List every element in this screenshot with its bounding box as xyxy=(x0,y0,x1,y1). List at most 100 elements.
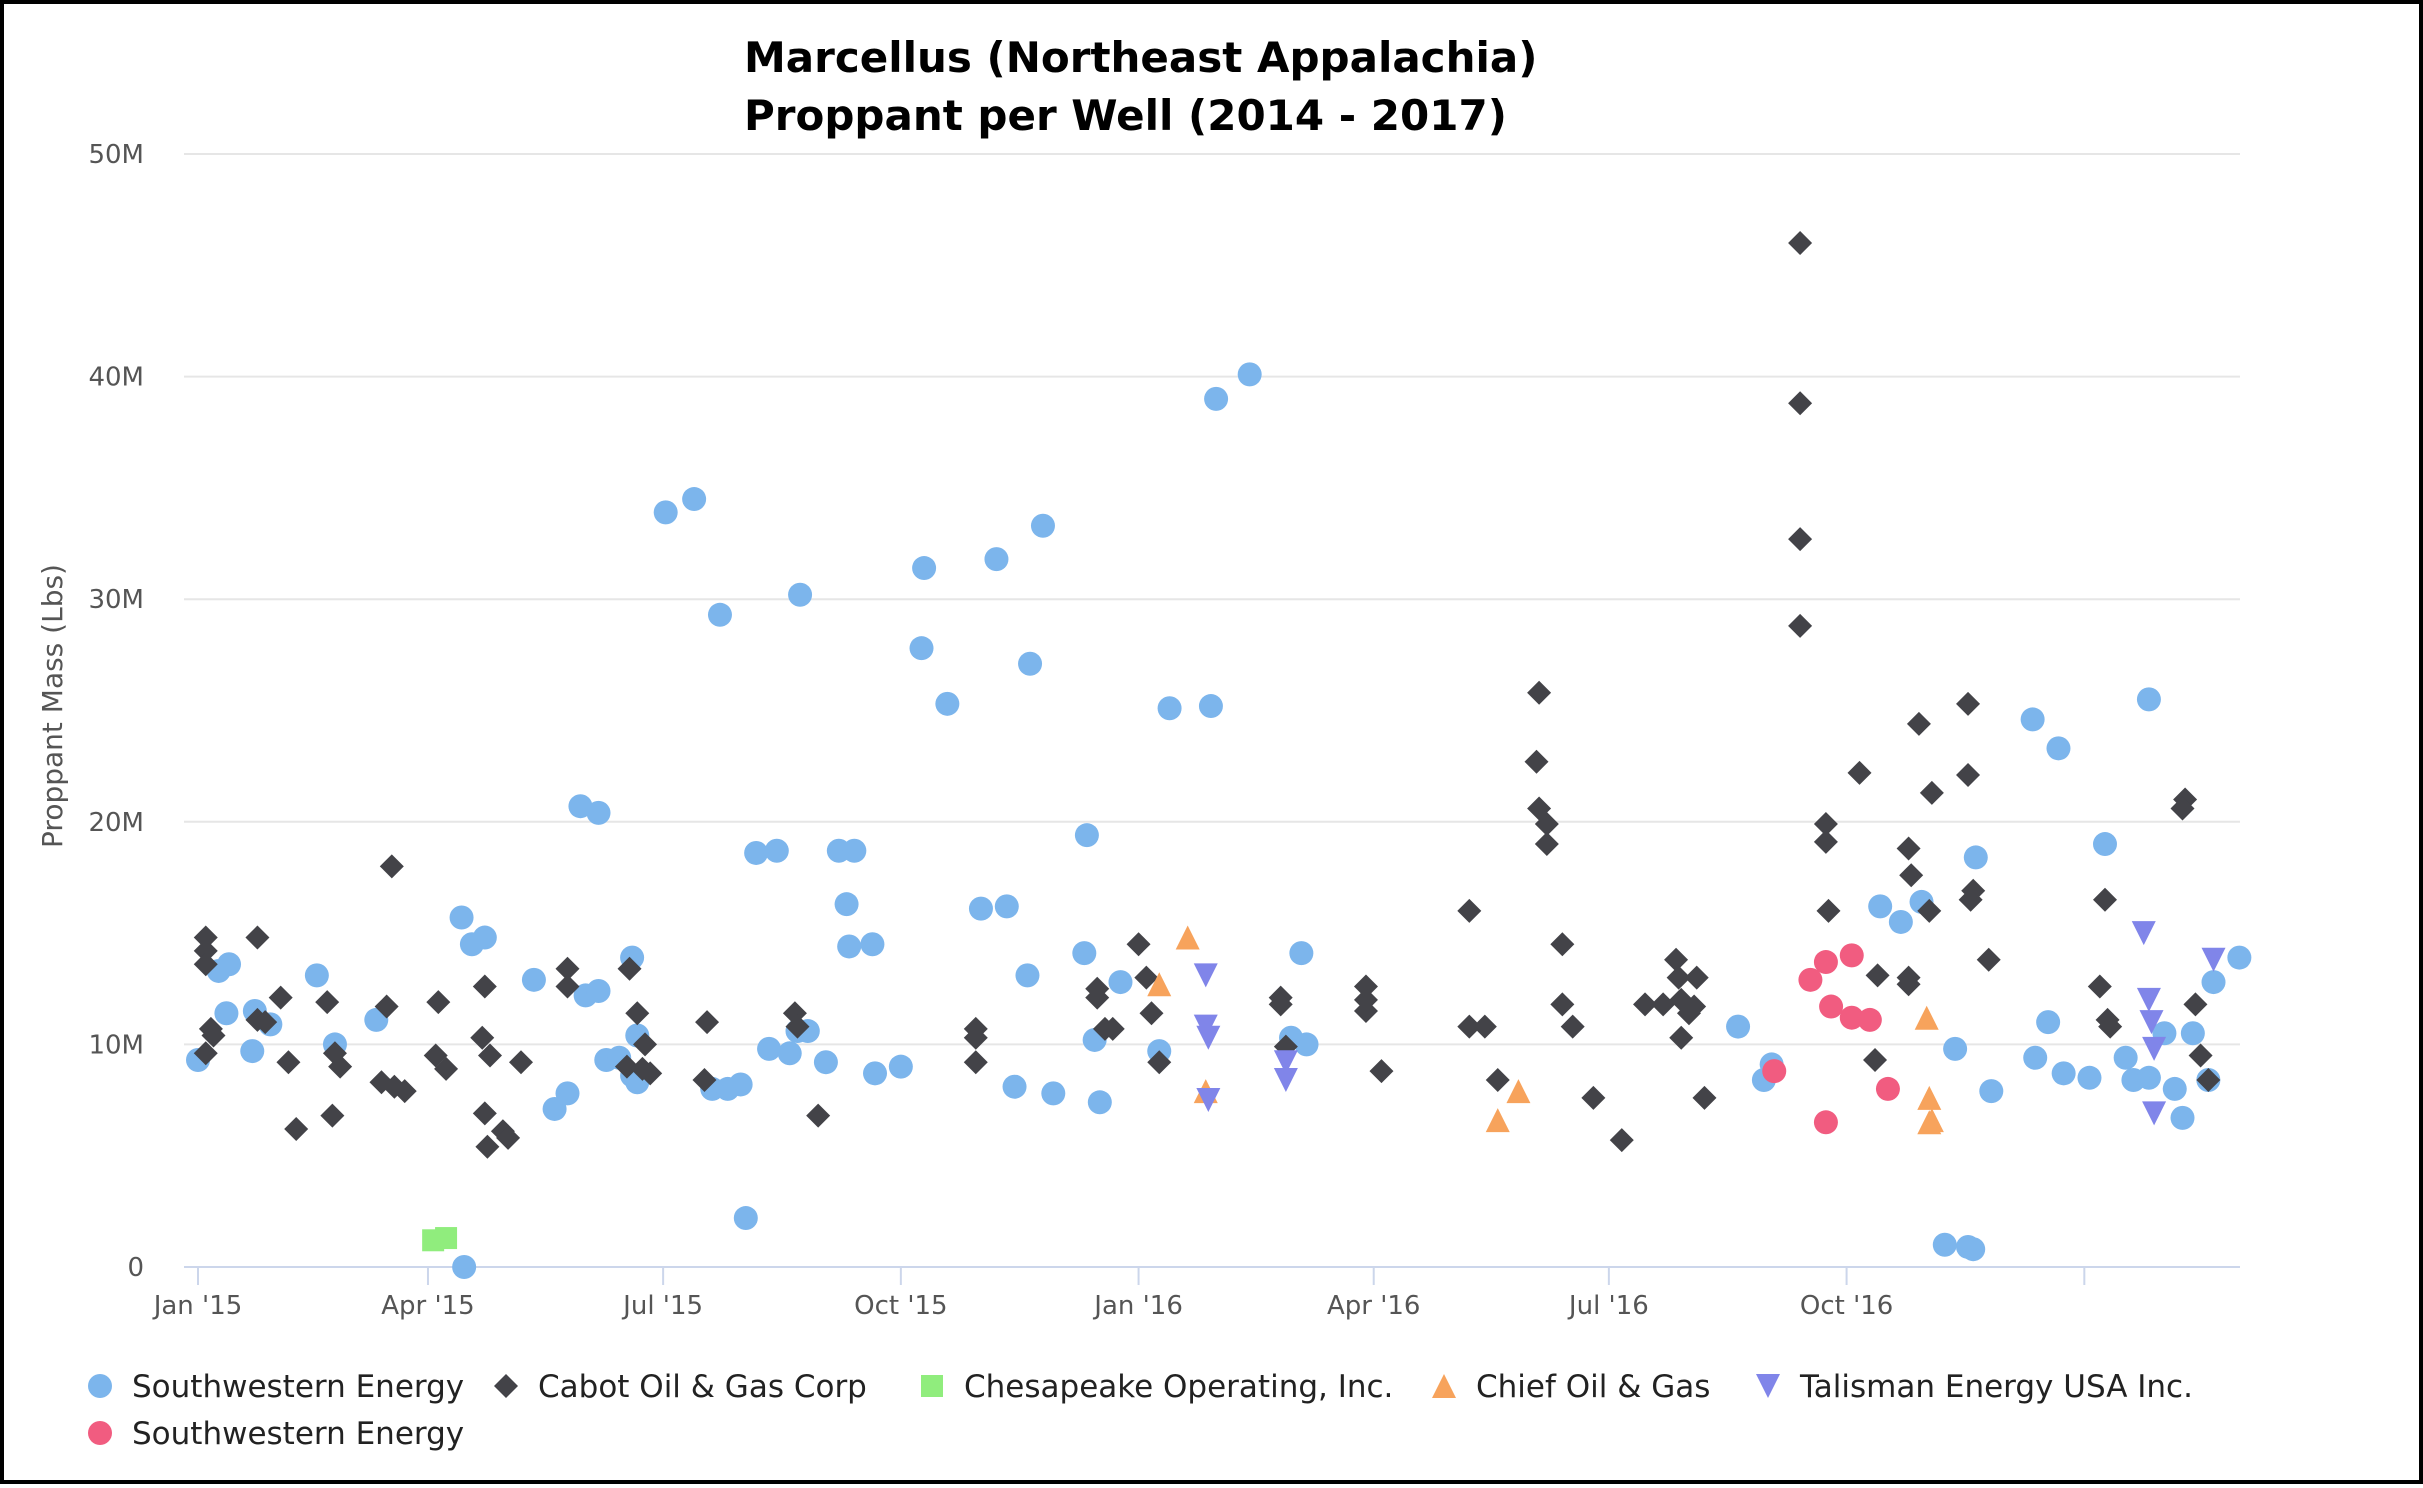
data-point xyxy=(1147,972,1172,997)
data-point xyxy=(1839,943,1864,968)
data-point xyxy=(2170,796,2195,821)
data-point xyxy=(1560,1014,1585,1039)
legend-marker xyxy=(494,1374,518,1398)
data-points xyxy=(186,231,2252,1279)
data-point xyxy=(1472,1014,1497,1039)
data-point xyxy=(2142,1101,2167,1126)
x-tick-label: Oct '15 xyxy=(854,1291,947,1321)
data-point xyxy=(837,934,862,959)
legend-label[interactable]: Cabot Oil & Gas Corp xyxy=(538,1369,867,1405)
chart-title-line-1: Marcellus (Northeast Appalachia) xyxy=(744,33,1537,82)
data-point xyxy=(1906,711,1931,736)
data-point xyxy=(1087,1090,1112,1115)
data-point xyxy=(842,838,867,863)
data-point xyxy=(2227,945,2252,970)
data-point xyxy=(963,1025,988,1050)
data-point xyxy=(2139,1010,2164,1035)
data-point xyxy=(1666,965,1691,990)
data-point xyxy=(245,925,270,950)
data-point xyxy=(707,602,732,627)
data-point xyxy=(2201,947,2226,972)
data-point xyxy=(1958,887,1983,912)
data-point xyxy=(2170,1105,2195,1130)
data-point xyxy=(1865,963,1890,988)
data-point xyxy=(1237,362,1262,387)
data-point xyxy=(1204,386,1229,411)
data-point xyxy=(728,1072,753,1097)
data-point xyxy=(276,1050,301,1075)
data-point xyxy=(1294,1032,1319,1057)
data-point xyxy=(193,952,218,977)
data-point xyxy=(1956,763,1981,788)
data-point xyxy=(1762,1059,1787,1084)
data-point xyxy=(452,1255,477,1279)
data-point xyxy=(2046,736,2071,761)
y-tick-label: 10M xyxy=(88,1030,144,1060)
data-point xyxy=(1788,391,1813,416)
legend-label[interactable]: Southwestern Energy xyxy=(132,1416,464,1452)
legend-label[interactable]: Southwestern Energy xyxy=(132,1369,464,1405)
data-point xyxy=(1534,832,1559,857)
data-point xyxy=(435,1227,458,1250)
data-point xyxy=(1457,898,1482,923)
data-point xyxy=(733,1206,758,1231)
data-point xyxy=(315,990,340,1015)
data-point xyxy=(1956,691,1981,716)
data-point xyxy=(426,990,451,1015)
data-point xyxy=(1506,1079,1531,1104)
data-point xyxy=(2136,687,2161,712)
data-point xyxy=(1369,1059,1394,1084)
data-point xyxy=(268,985,293,1010)
data-point xyxy=(638,1061,663,1086)
data-point xyxy=(2020,707,2045,732)
gridlines xyxy=(184,153,2240,1046)
data-point xyxy=(813,1050,838,1075)
data-point xyxy=(1932,1232,1957,1257)
data-point xyxy=(1485,1068,1510,1093)
data-point xyxy=(1875,1076,1900,1101)
data-point xyxy=(912,556,937,581)
data-point xyxy=(692,1068,717,1093)
data-point xyxy=(2196,1068,2221,1093)
data-point xyxy=(1669,1025,1694,1050)
data-point xyxy=(1788,613,1813,638)
data-point xyxy=(472,925,497,950)
data-point xyxy=(782,1001,807,1026)
data-point xyxy=(1030,513,1055,538)
data-point xyxy=(1863,1047,1888,1072)
data-point xyxy=(1917,898,1942,923)
data-point xyxy=(1018,651,1043,676)
y-axis: 0 10M 20M 30M 40M 50M xyxy=(88,140,144,1283)
data-point xyxy=(1839,1005,1864,1030)
data-point xyxy=(1041,1081,1066,1106)
data-point xyxy=(1664,947,1689,972)
legend-label[interactable]: Talisman Energy USA Inc. xyxy=(1799,1369,2193,1405)
data-point xyxy=(1100,1016,1125,1041)
data-point xyxy=(1273,1050,1298,1075)
data-point xyxy=(1002,1074,1027,1099)
legend-label[interactable]: Chief Oil & Gas xyxy=(1476,1369,1710,1405)
data-point xyxy=(1813,950,1838,975)
data-point xyxy=(1857,1007,1882,1032)
x-tick-label: Jan '15 xyxy=(152,1291,243,1321)
data-point xyxy=(496,1125,521,1150)
data-point xyxy=(477,1043,502,1068)
y-tick-label: 20M xyxy=(88,808,144,838)
data-point xyxy=(617,956,642,981)
data-point xyxy=(1524,749,1549,774)
data-point xyxy=(963,1050,988,1075)
data-point xyxy=(777,1041,802,1066)
data-point xyxy=(863,1061,888,1086)
data-point xyxy=(785,1014,810,1039)
legend-marker xyxy=(921,1375,943,1397)
data-point xyxy=(434,1056,459,1081)
data-point xyxy=(1868,894,1893,919)
data-point xyxy=(1534,812,1559,837)
data-point xyxy=(586,800,611,825)
y-tick-label: 50M xyxy=(88,140,144,170)
data-point xyxy=(633,1032,658,1057)
legend-label[interactable]: Chesapeake Operating, Inc. xyxy=(964,1369,1393,1405)
data-point xyxy=(1896,972,1921,997)
data-point xyxy=(2131,921,2156,946)
data-point xyxy=(328,1054,353,1079)
